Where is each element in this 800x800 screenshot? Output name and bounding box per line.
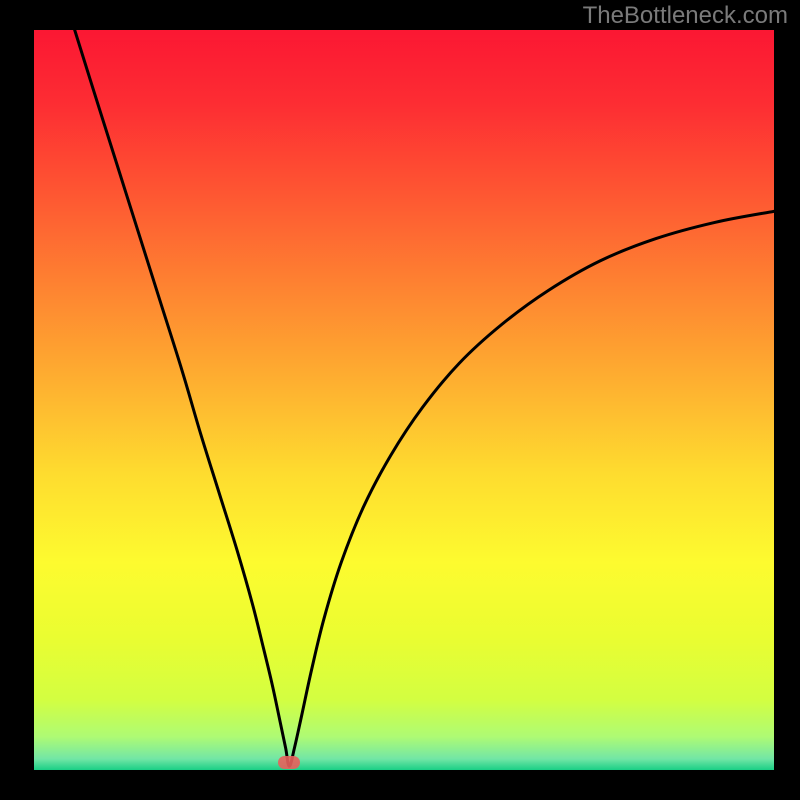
plot-area — [34, 30, 774, 770]
watermark-text: TheBottleneck.com — [583, 2, 788, 30]
bottleneck-curve — [34, 30, 774, 770]
minimum-marker — [278, 756, 300, 769]
